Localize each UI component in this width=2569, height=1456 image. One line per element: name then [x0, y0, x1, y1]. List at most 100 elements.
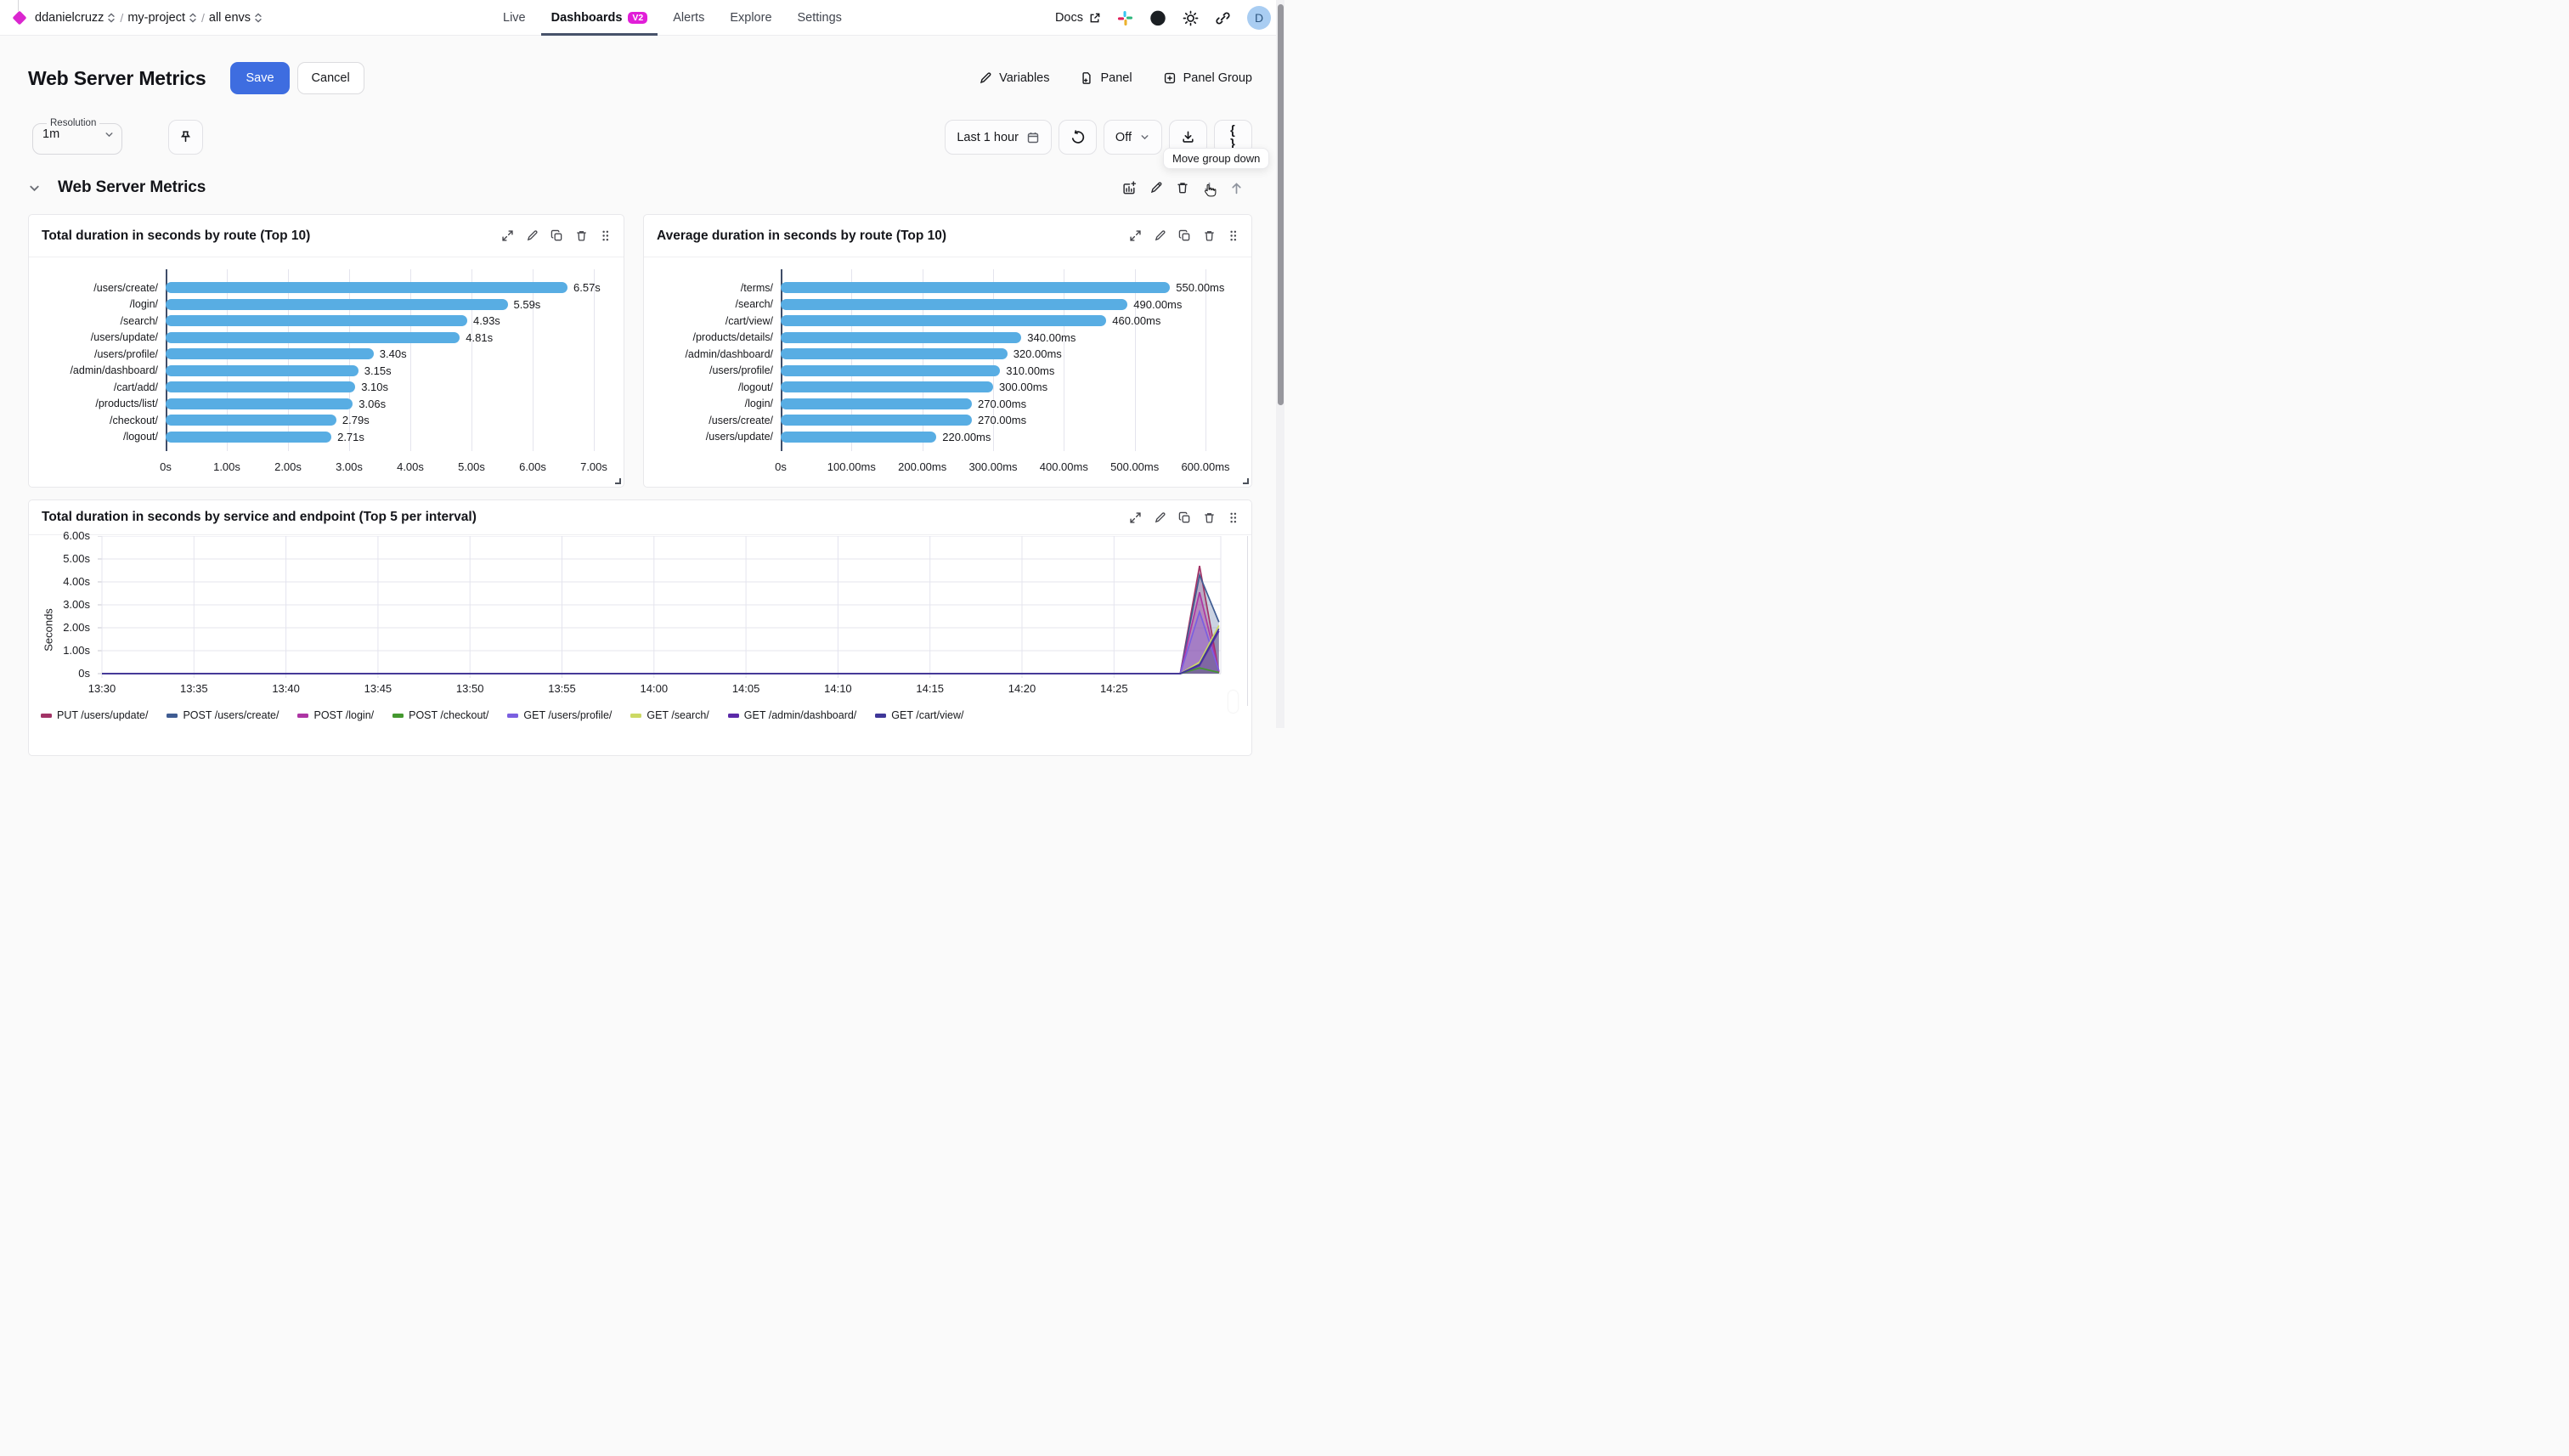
drag-handle-icon[interactable]: [1228, 511, 1239, 524]
cancel-button[interactable]: Cancel: [296, 62, 364, 94]
value-label: 460.00ms: [1112, 314, 1161, 327]
y-tick-label: 0s: [78, 667, 90, 680]
copy-panel-icon[interactable]: [1178, 511, 1191, 524]
tab-label: Dashboards: [550, 11, 623, 25]
delete-panel-icon[interactable]: [1203, 229, 1216, 242]
category-label: /cart/view/: [725, 314, 773, 327]
x-tick-label: 14:00: [640, 682, 669, 695]
legend-item[interactable]: PUT /users/update/: [41, 709, 148, 721]
refresh-interval-select[interactable]: Off: [1103, 120, 1162, 155]
breadcrumb-item-all-envs[interactable]: all envs: [209, 11, 263, 25]
x-tick-label: 13:45: [364, 682, 392, 695]
legend-item[interactable]: GET /search/: [630, 709, 709, 721]
category-label: /admin/dashboard/: [685, 347, 773, 360]
x-axis: 0s 1.00s 2.00s 3.00s 4.00s 5.00s 6.00s 7.00s: [160, 458, 607, 475]
page-scrollbar[interactable]: [1276, 0, 1284, 728]
tab-dashboards[interactable]: Dashboards V2: [540, 0, 658, 36]
page-title: Web Server Metrics: [28, 66, 206, 89]
legend-swatch: [297, 713, 309, 718]
bar-row: /users/profile/3.40s: [41, 346, 618, 363]
bar: [166, 348, 374, 360]
bar: [166, 381, 356, 393]
y-tick-label: 6.00s: [63, 529, 90, 542]
category-label: /login/: [744, 398, 773, 410]
bar-track: 460.00ms: [781, 313, 1246, 330]
share-link-icon[interactable]: [1215, 10, 1231, 26]
section-add-panel-button[interactable]: [1122, 180, 1137, 195]
section-collapse-chevron[interactable]: [28, 182, 41, 195]
x-tick-label: 14:05: [731, 682, 760, 695]
add-panel-group-button[interactable]: Panel Group: [1163, 71, 1252, 85]
x-tick-label: 3.00s: [336, 460, 363, 473]
pin-button[interactable]: [168, 120, 203, 155]
area-plot: [98, 536, 1222, 678]
time-range-button[interactable]: Last 1 hour: [945, 120, 1052, 155]
legend-item[interactable]: POST /users/create/: [167, 709, 279, 721]
value-label: 3.40s: [379, 347, 407, 360]
edit-panel-icon[interactable]: [526, 229, 539, 242]
edit-panel-icon[interactable]: [1154, 511, 1166, 524]
bar-row: /products/list/3.06s: [41, 396, 618, 413]
add-panel-button[interactable]: Panel: [1080, 71, 1132, 85]
bar-track: 4.81s: [166, 330, 618, 347]
bar-row: /admin/dashboard/320.00ms: [656, 346, 1246, 363]
tab-settings[interactable]: Settings: [798, 0, 842, 36]
breadcrumb-item-my-project[interactable]: my-project: [127, 11, 197, 25]
delete-panel-icon[interactable]: [1203, 511, 1216, 524]
docs-link[interactable]: Docs: [1055, 11, 1101, 25]
tab-explore[interactable]: Explore: [730, 0, 771, 36]
tab-live[interactable]: Live: [503, 0, 526, 36]
copy-panel-icon[interactable]: [550, 229, 563, 242]
expand-panel-icon[interactable]: [1129, 511, 1142, 524]
legend-item[interactable]: POST /checkout/: [392, 709, 488, 721]
value-label: 300.00ms: [999, 381, 1048, 393]
category-label: /users/profile/: [709, 364, 773, 377]
section-edit-button[interactable]: [1149, 181, 1163, 195]
breadcrumb-item-ddanielcruzz[interactable]: ddanielcruzz: [35, 11, 116, 25]
bar: [166, 282, 567, 294]
legend-item[interactable]: GET /cart/view/: [875, 709, 964, 721]
x-tick-label: 14:25: [1100, 682, 1128, 695]
value-label: 6.57s: [573, 281, 601, 294]
drag-handle-icon[interactable]: [1228, 229, 1239, 242]
x-tick-label: 14:20: [1008, 682, 1036, 695]
section-move-up-button[interactable]: [1229, 181, 1244, 195]
variables-button[interactable]: Variables: [979, 71, 1049, 85]
resolution-select[interactable]: Resolution 1m: [32, 118, 122, 155]
refresh-button[interactable]: [1058, 120, 1097, 155]
panel-scrollbar-track[interactable]: [1247, 536, 1248, 706]
save-button[interactable]: Save: [230, 62, 290, 94]
category-label: /checkout/: [110, 414, 158, 426]
copy-panel-icon[interactable]: [1178, 229, 1191, 242]
legend-item[interactable]: POST /login/: [297, 709, 374, 721]
x-tick-label: 300.00ms: [968, 460, 1018, 473]
value-label: 4.93s: [473, 314, 500, 327]
delete-panel-icon[interactable]: [575, 229, 588, 242]
section-delete-button[interactable]: [1176, 181, 1189, 195]
panel-scrollbar-thumb[interactable]: [1228, 691, 1238, 713]
panel-resize-handle[interactable]: [1243, 478, 1249, 484]
section-move-down-button[interactable]: [1202, 181, 1217, 195]
panel-resize-handle[interactable]: [615, 478, 621, 484]
drag-handle-icon[interactable]: [600, 229, 611, 242]
file-plus-icon: [1082, 72, 1092, 84]
bar-track: 490.00ms: [781, 296, 1246, 313]
logo-guide-line: [18, 0, 19, 11]
slack-icon[interactable]: [1117, 10, 1133, 26]
legend-item[interactable]: GET /admin/dashboard/: [727, 709, 856, 721]
x-tick-label: 14:15: [916, 682, 944, 695]
legend-label: GET /search/: [646, 709, 709, 721]
x-tick-label: 14:10: [824, 682, 852, 695]
theme-toggle-icon[interactable]: [1183, 10, 1199, 26]
expand-panel-icon[interactable]: [501, 229, 514, 242]
expand-panel-icon[interactable]: [1129, 229, 1142, 242]
edit-panel-icon[interactable]: [1154, 229, 1166, 242]
page-scrollbar-thumb[interactable]: [1277, 4, 1284, 405]
bar: [781, 298, 1128, 310]
tab-alerts[interactable]: Alerts: [673, 0, 704, 36]
x-tick-label: 100.00ms: [827, 460, 876, 473]
legend-item[interactable]: GET /users/profile/: [507, 709, 612, 721]
move-group-down-tooltip: Move group down: [1163, 148, 1270, 169]
user-avatar[interactable]: D: [1247, 6, 1271, 30]
github-icon[interactable]: [1149, 9, 1166, 26]
